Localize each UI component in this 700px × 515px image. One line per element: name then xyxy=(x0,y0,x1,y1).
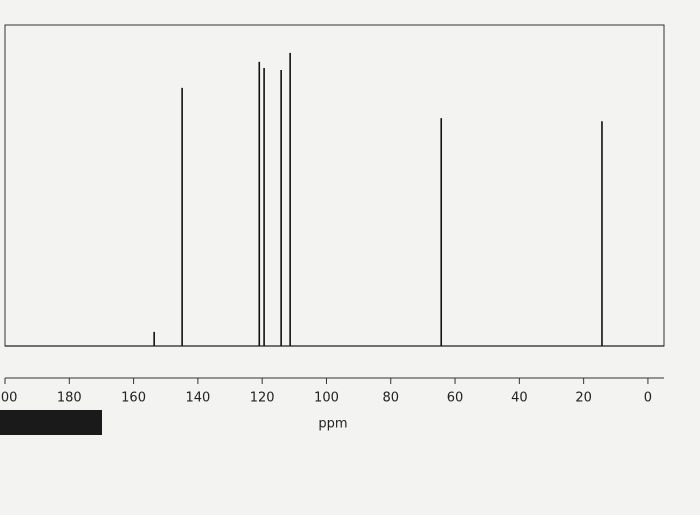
redaction-box xyxy=(0,410,102,435)
x-tick-label: 20 xyxy=(575,391,592,406)
x-tick-label: 160 xyxy=(121,391,146,406)
x-tick-label: 180 xyxy=(57,391,82,406)
x-tick-label: 80 xyxy=(382,391,399,406)
x-tick-label: 120 xyxy=(250,391,275,406)
x-tick-label: 140 xyxy=(185,391,210,406)
x-tick-label: 0 xyxy=(644,391,652,406)
x-tick-label: 200 xyxy=(0,391,17,406)
x-tick-label: 60 xyxy=(447,391,464,406)
x-tick-label: 100 xyxy=(314,391,339,406)
x-axis-label: ppm xyxy=(318,417,347,432)
x-tick-label: 40 xyxy=(511,391,528,406)
